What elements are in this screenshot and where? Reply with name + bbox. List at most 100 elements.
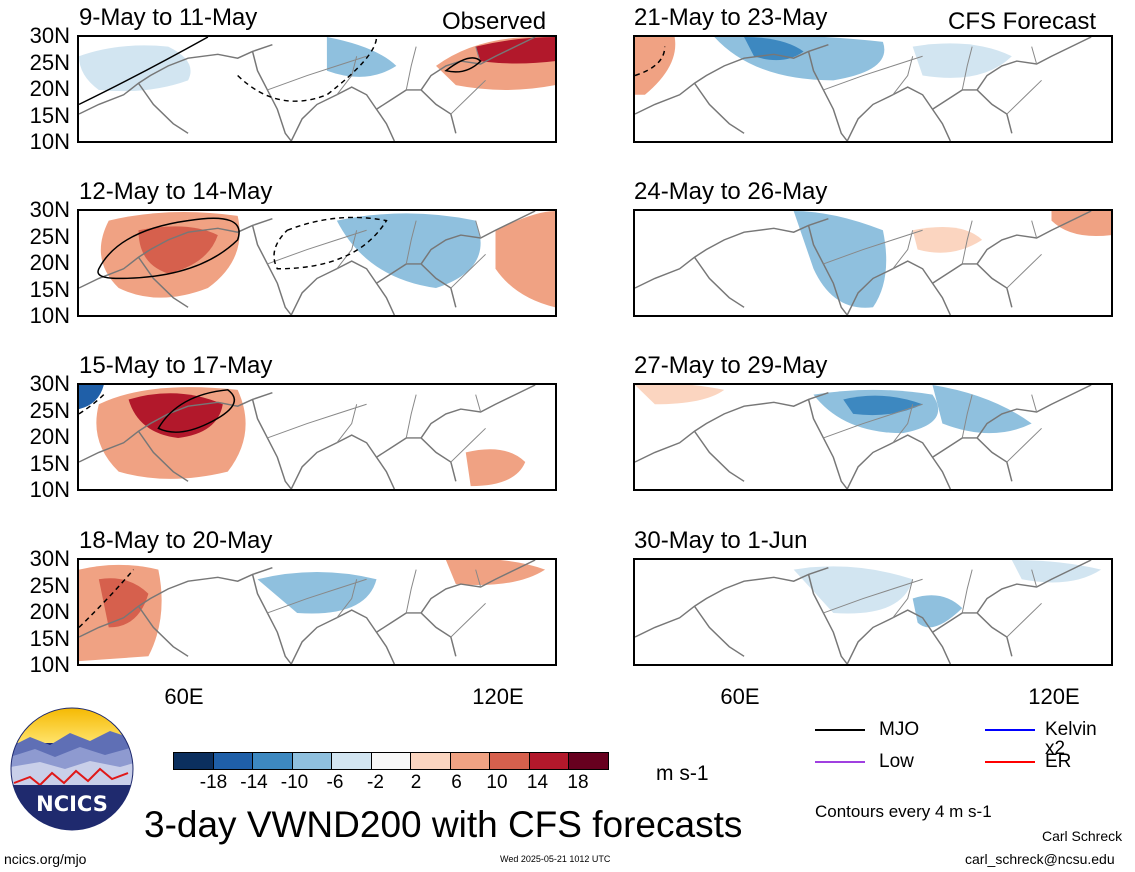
wind-anomaly-shading <box>257 572 377 614</box>
footer-email[interactable]: carl_schreck@ncsu.edu <box>965 851 1115 867</box>
mjo-contour <box>273 216 388 270</box>
forecast-label: CFS Forecast <box>948 8 1097 35</box>
country-border <box>267 46 486 115</box>
colorbar-label: -6 <box>326 772 344 793</box>
lat-tick-label: 10N <box>29 129 70 154</box>
mjo-contour <box>635 46 666 77</box>
country-border <box>267 220 486 289</box>
colorbar-label: -14 <box>240 772 268 793</box>
wind-anomaly-shading <box>744 37 804 61</box>
colorbar-swatch <box>410 752 451 770</box>
country-border <box>823 220 1042 289</box>
map-panel <box>633 383 1113 491</box>
map-panel <box>633 35 1113 143</box>
panel-title: 18-May to 20-May <box>79 527 273 554</box>
wind-anomaly-shading <box>912 227 983 253</box>
lat-tick-label: 25N <box>29 397 70 423</box>
lat-tick-label: 25N <box>29 572 70 598</box>
panel-title: 12-May to 14-May <box>79 178 273 205</box>
lon-tick-label: 120E <box>1028 684 1080 709</box>
panel-title: 9-May to 11-May <box>79 4 258 31</box>
colorbar-swatch <box>291 752 332 770</box>
lat-tick-label: 30N <box>29 23 70 48</box>
panel-title: 30-May to 1-Jun <box>634 527 808 554</box>
map-canvas <box>79 37 555 141</box>
panel-title: 27-May to 29-May <box>634 352 828 379</box>
mjo-contour <box>79 37 209 106</box>
map-canvas <box>635 385 1092 489</box>
coastline <box>79 211 536 315</box>
mjo-contour <box>444 57 482 73</box>
mjo-contour <box>79 394 105 415</box>
colorbar-swatch <box>252 752 293 770</box>
colorbar-label: 6 <box>451 772 462 793</box>
wind-anomaly-shading <box>138 226 218 274</box>
coastline <box>79 560 536 664</box>
lat-tick-label: 20N <box>29 424 70 449</box>
wind-anomaly-shading <box>79 385 104 410</box>
wind-anomaly-shading <box>635 385 725 405</box>
wind-anomaly-shading <box>1011 560 1102 583</box>
colorbar <box>173 752 609 770</box>
wind-anomaly-shading <box>793 566 913 614</box>
wind-anomaly-shading <box>98 578 149 628</box>
colorbar-label: -18 <box>199 772 228 793</box>
footer-author: Carl Schreck <box>1042 828 1123 844</box>
panel-title: 21-May to 23-May <box>634 4 828 31</box>
wind-anomaly-shading <box>912 595 963 628</box>
colorbar-label: 10 <box>486 772 508 793</box>
coastline <box>79 385 536 489</box>
colorbar-label: 18 <box>567 772 589 793</box>
lat-tick-label: 15N <box>29 102 70 128</box>
colorbar-swatch <box>489 752 530 770</box>
wind-anomaly-shading <box>714 37 885 81</box>
map-panel <box>77 558 557 666</box>
mjo-contour <box>237 37 378 102</box>
coastline <box>635 37 1092 141</box>
colorbar-label: 2 <box>410 772 422 793</box>
lat-tick-label: 10N <box>29 303 70 328</box>
colorbar-swatch <box>528 752 569 770</box>
lat-tick-label: 20N <box>29 599 70 624</box>
wind-anomaly-shading <box>445 560 546 586</box>
panel-title: 24-May to 26-May <box>634 178 828 205</box>
map-canvas <box>79 560 546 664</box>
coastline <box>79 37 536 141</box>
colorbar-swatch <box>212 752 253 770</box>
panel-title: 15-May to 17-May <box>79 352 273 379</box>
colorbar-swatch <box>568 752 609 770</box>
colorbar-label: -2 <box>367 772 384 793</box>
map-panel <box>77 383 557 491</box>
main-title: 3-day VWND200 with CFS forecasts <box>144 804 743 845</box>
lat-tick-label: 15N <box>29 450 70 476</box>
colorbar-units: m s-1 <box>656 762 709 785</box>
map-panel <box>77 35 557 143</box>
mjo-contour <box>157 389 235 433</box>
map-canvas <box>635 560 1102 664</box>
colorbar-swatch <box>370 752 411 770</box>
legend-line <box>985 729 1035 731</box>
footer-timestamp: Wed 2025-05-21 1012 UTC <box>500 854 611 864</box>
legend-line <box>815 761 865 763</box>
wind-anomaly-shading <box>79 45 191 92</box>
ncics-logo: NCICS <box>10 707 134 831</box>
lon-tick-label: 120E <box>472 684 524 709</box>
legend-label: Low <box>879 751 914 772</box>
map-panel <box>77 209 557 317</box>
lat-tick-label: 15N <box>29 625 70 651</box>
lat-tick-label: 25N <box>29 223 70 249</box>
legend-label: Kelvin x2 <box>1045 719 1097 759</box>
lon-tick-label: 60E <box>720 684 760 709</box>
contour-note: Contours every 4 m s-1 <box>815 802 992 821</box>
lat-tick-label: 30N <box>29 546 70 571</box>
wind-anomaly-shading <box>475 37 555 64</box>
lat-tick-label: 20N <box>29 250 70 275</box>
footer-url[interactable]: ncics.org/mjo <box>4 851 87 867</box>
wind-anomaly-shading <box>495 211 555 308</box>
map-canvas <box>79 385 536 489</box>
mjo-contour <box>97 217 240 280</box>
lat-tick-label: 15N <box>29 276 70 302</box>
map-canvas <box>635 37 1092 141</box>
wind-anomaly-shading <box>912 43 1012 78</box>
country-border <box>823 569 1042 638</box>
